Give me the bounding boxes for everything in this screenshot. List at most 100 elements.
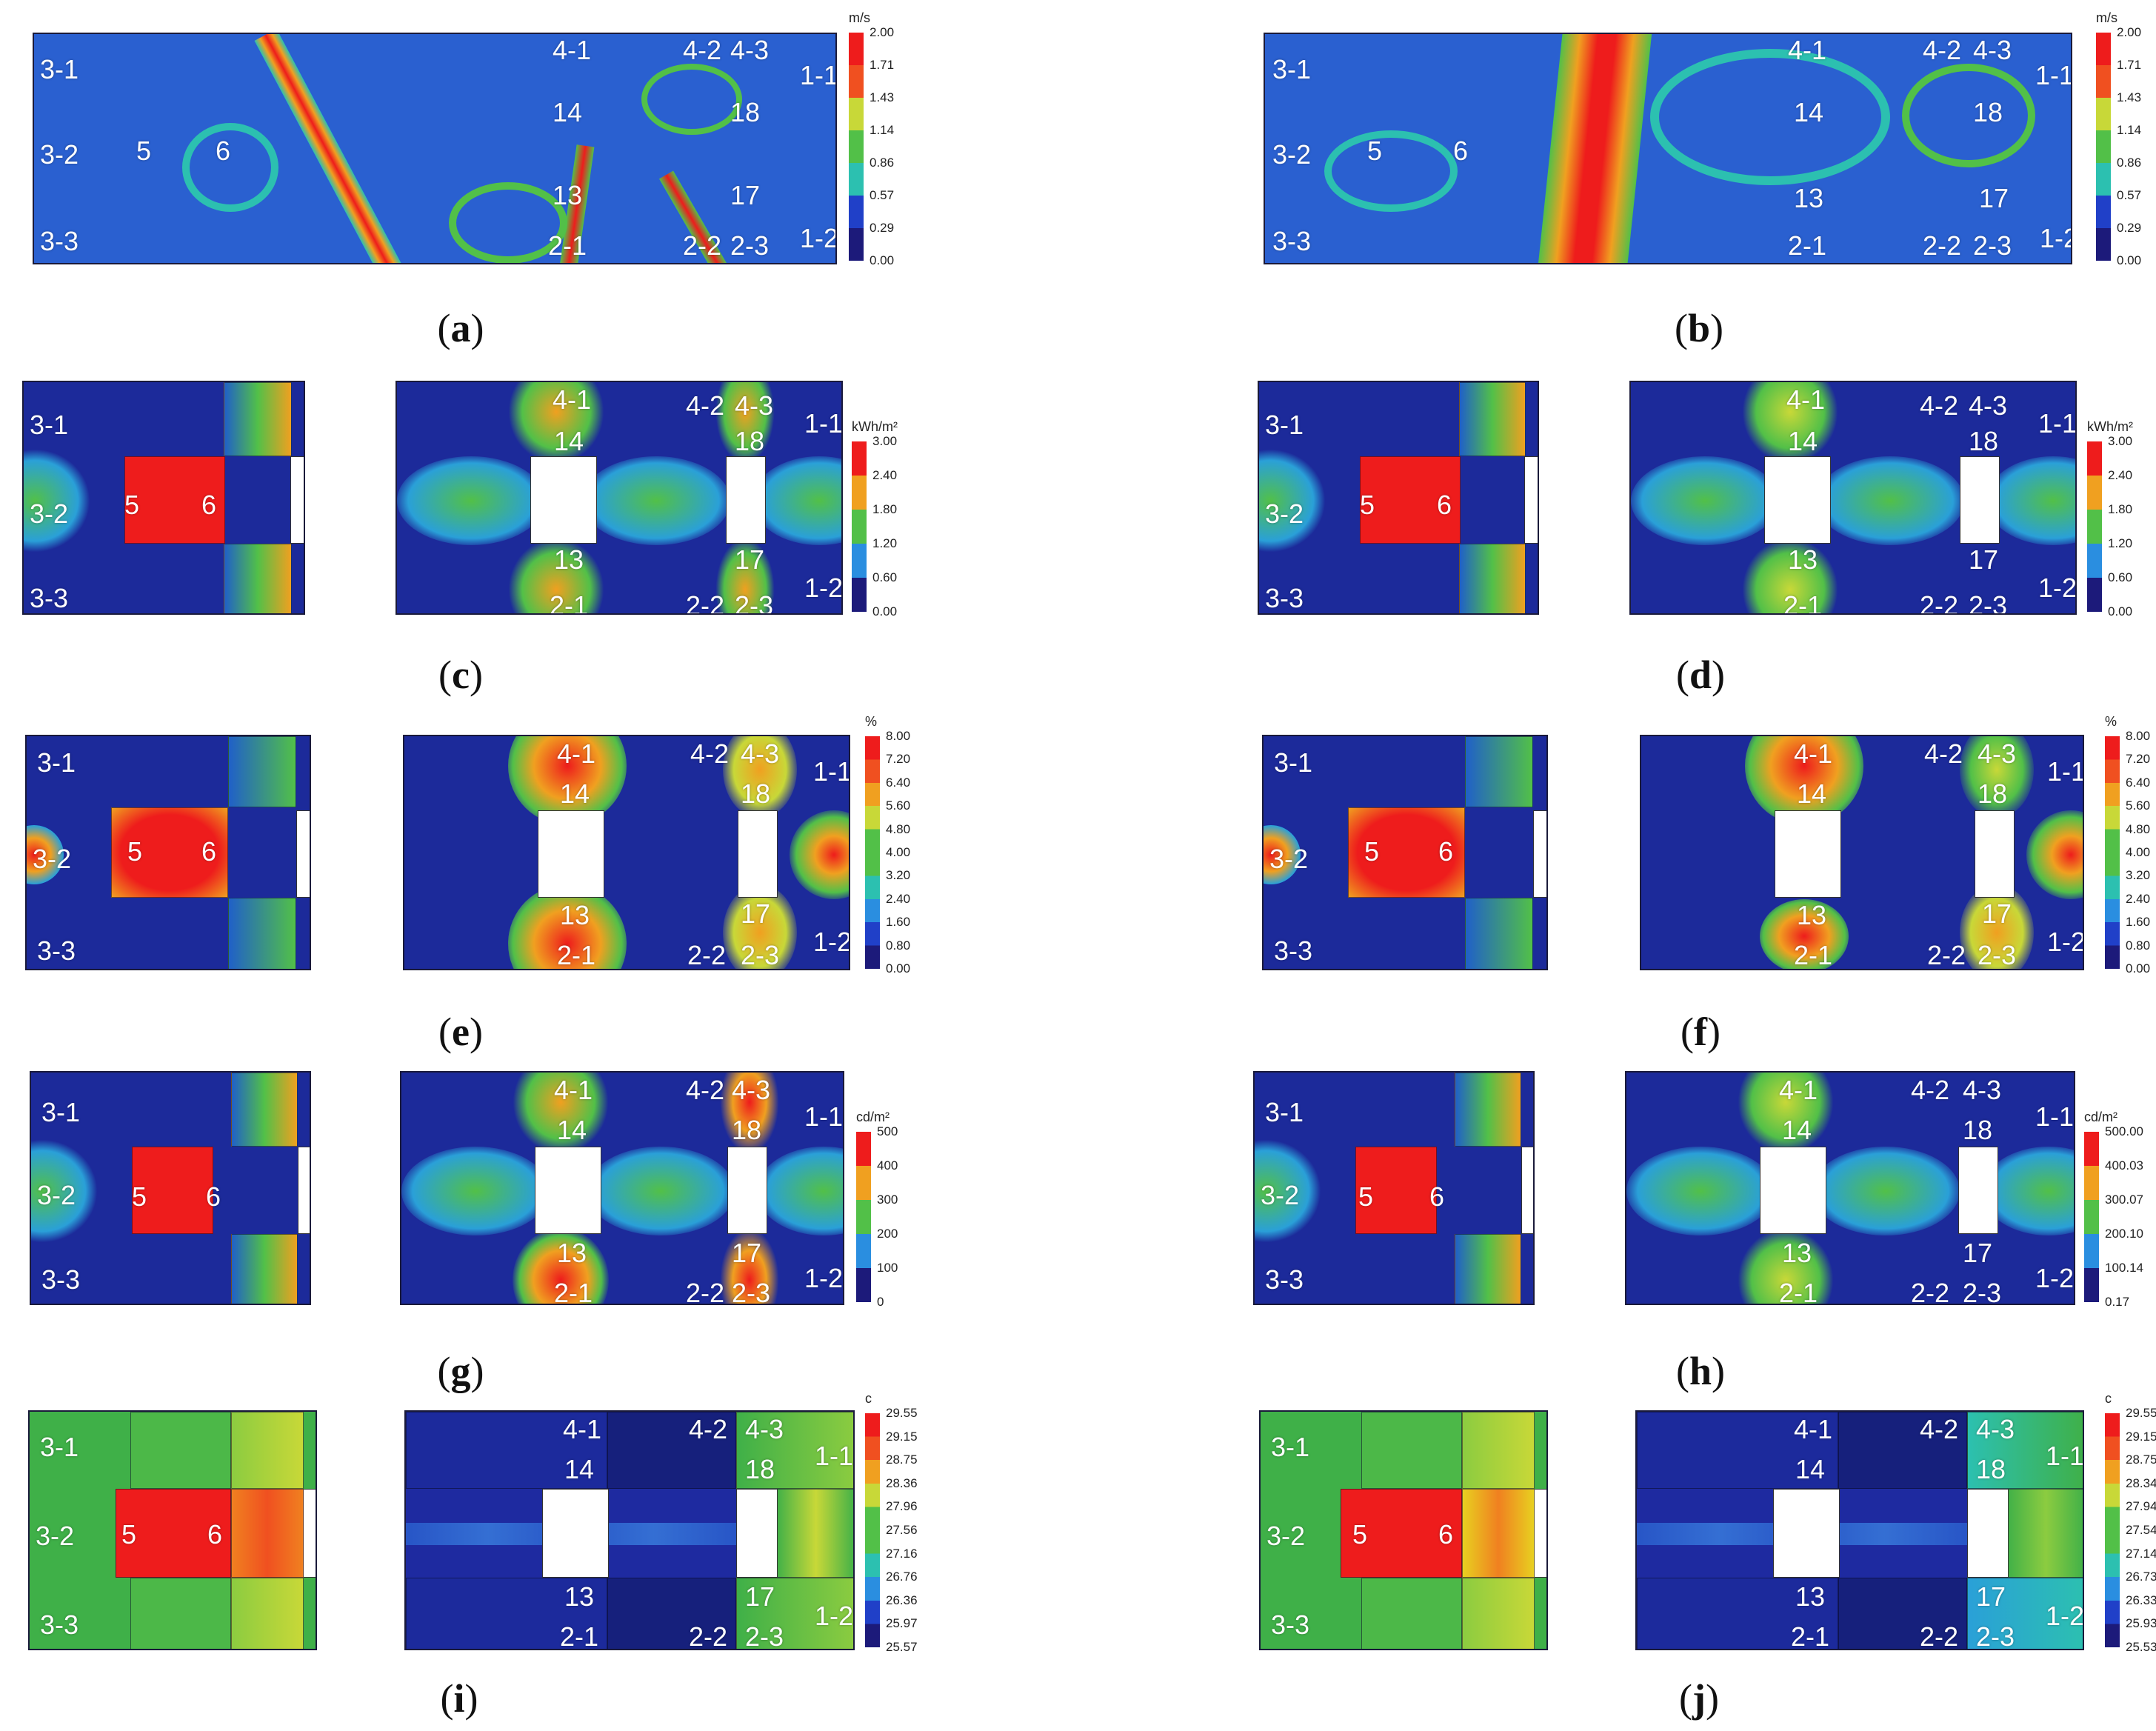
zone-label: 3-2: [36, 1521, 75, 1551]
caption-h: (h): [1675, 1349, 1725, 1393]
block-edge: [1459, 544, 1526, 613]
colorbar-tick-label: 4.80: [2126, 821, 2151, 836]
caption-j: (j): [1679, 1676, 1719, 1721]
zone-label: 3-3: [37, 935, 76, 966]
zone-label: 3-2: [1269, 844, 1309, 874]
block-edge: [1459, 382, 1526, 456]
colorbar-unit: kWh/m²: [2087, 419, 2133, 434]
colorbar-tick-label: 5.60: [886, 798, 911, 813]
void: [727, 1147, 767, 1234]
colorbar-tick-label: 0.57: [870, 188, 895, 202]
heat-glow: [508, 382, 604, 464]
zone-label: 13: [553, 180, 583, 210]
heat-glow: [715, 382, 775, 464]
colorbar-unit: %: [2105, 714, 2117, 729]
zone-label: 1-2: [2046, 1601, 2084, 1631]
block-dark: [1637, 1578, 1838, 1649]
zone-label: 5: [1360, 490, 1375, 520]
heat-glow: [715, 538, 775, 613]
site-left-h: 3-1 3-2 3-3 5 6: [1253, 1071, 1535, 1305]
zone-label: 2-1: [548, 230, 587, 261]
site-right-h: 4-1 14 4-2 4-3 18 1-1 13 17 2-1 2-2 2-3 …: [1625, 1071, 2075, 1305]
zone-label: 5: [136, 136, 152, 166]
colorbar-tick-label: 1.43: [2117, 90, 2142, 104]
void: [1521, 1147, 1533, 1234]
colorbar-tick-label: 27.96: [886, 1499, 918, 1514]
colorbar-unit: c: [2105, 1391, 2112, 1406]
zone-label: 2-2: [686, 590, 725, 615]
block-5: [1360, 456, 1461, 544]
colorbar-tick-label: 500.00: [2105, 1124, 2143, 1138]
colorbar-tick-label: 0.00: [2126, 961, 2151, 975]
colorbar-tick-label: 28.34: [2126, 1475, 2156, 1490]
colorbar-tick-label: 1.60: [2126, 915, 2151, 930]
wind-eddy: [641, 64, 742, 135]
zone-label: 4-2: [686, 390, 725, 421]
zone-label: 6: [1438, 836, 1454, 867]
site-right-f: 4-1 14 4-2 4-3 18 1-1 13 17 2-1 2-2 2-3 …: [1640, 735, 2084, 970]
block-edge: [1465, 898, 1533, 969]
block-6: [231, 1489, 304, 1578]
zone-label: 4-2: [1923, 35, 1962, 65]
zone-label: 18: [1976, 1454, 2006, 1484]
zone-label: 18: [1963, 1115, 1993, 1145]
colorbar-tick-label: 0.60: [872, 570, 898, 584]
zone-label: 1-2: [800, 223, 837, 253]
block-edge: [130, 1412, 231, 1489]
colorbar-unit: m/s: [2096, 10, 2117, 25]
zone-label: 4-3: [732, 1075, 771, 1105]
zone-label: 1-1: [813, 756, 850, 787]
zone-label: 18: [735, 426, 765, 456]
colorbar-tick-label: 29.55: [2126, 1406, 2156, 1420]
zone-label: 4-3: [1963, 1075, 2002, 1105]
zone-label: 6: [1437, 490, 1452, 520]
zone-label: 13: [564, 1581, 595, 1612]
colorbar-tick-label: 100: [877, 1261, 898, 1275]
zone-label: 3-3: [1272, 226, 1312, 256]
block-edge: [231, 1578, 304, 1649]
colorbar-unit: cd/m²: [2084, 1110, 2117, 1124]
block-edge: [231, 1412, 304, 1489]
site-right-e: 4-1 14 4-2 4-3 18 1-1 13 17 2-1 2-2 2-3 …: [403, 735, 850, 970]
heat-glow: [582, 456, 730, 545]
zone-label: 2-1: [1779, 1278, 1818, 1305]
zone-label: 1-2: [2035, 1263, 2075, 1293]
heat-glow: [1742, 538, 1838, 613]
zone-label: 13: [1782, 1238, 1812, 1268]
zone-label: 3-3: [1265, 583, 1304, 613]
colorbar-tick-label: 4.80: [886, 821, 911, 836]
block-edge: [224, 544, 292, 613]
colorbar-gradient: [849, 33, 864, 261]
colorbar-tick-label: 500: [877, 1124, 898, 1138]
site-left-c: 3-1 3-2 3-3 5 6: [22, 381, 305, 615]
colorbar-tick-label: 27.16: [886, 1546, 918, 1561]
zone-label: 14: [557, 1115, 587, 1145]
colorbar-tick-label: 1.43: [870, 90, 895, 104]
zone-label: 4-3: [730, 35, 770, 65]
zone-label: 4-3: [1976, 1414, 2015, 1444]
site-right-d: 4-1 14 4-2 4-3 18 1-1 13 17 2-1 2-2 2-3 …: [1629, 381, 2077, 615]
zone-label: 3-3: [41, 1264, 81, 1295]
zone-label: 17: [1976, 1581, 2006, 1612]
heat-glow: [1760, 899, 1849, 969]
zone-label: 2-3: [1978, 940, 2017, 970]
zone-label: 5: [132, 1181, 147, 1212]
site-left-i: 3-1 3-2 3-3 5 6: [28, 1410, 317, 1650]
zone-label: 18: [730, 97, 761, 127]
zone-label: 4-3: [735, 390, 774, 421]
zone-label: 6: [201, 836, 217, 867]
zone-label: 5: [121, 1519, 137, 1550]
colorbar-tick-label: 1.80: [872, 502, 898, 516]
zone-label: 14: [1782, 1115, 1812, 1145]
colorbar-gradient: [865, 736, 880, 969]
colorbar-tick-label: 0.00: [2117, 253, 2142, 267]
colorbar-gradient: [865, 1413, 880, 1647]
zone-label: 5: [1364, 836, 1380, 867]
colorbar-tick-label: 2.40: [2126, 891, 2151, 906]
zone-label: 4-1: [1786, 384, 1826, 415]
heat-glow: [790, 810, 849, 899]
site-left-e: 3-1 3-2 3-3 5 6: [25, 735, 311, 970]
heat-glow: [1626, 1147, 1775, 1235]
zone-label: 4-2: [690, 738, 730, 769]
zone-label: 4-2: [689, 1414, 728, 1444]
